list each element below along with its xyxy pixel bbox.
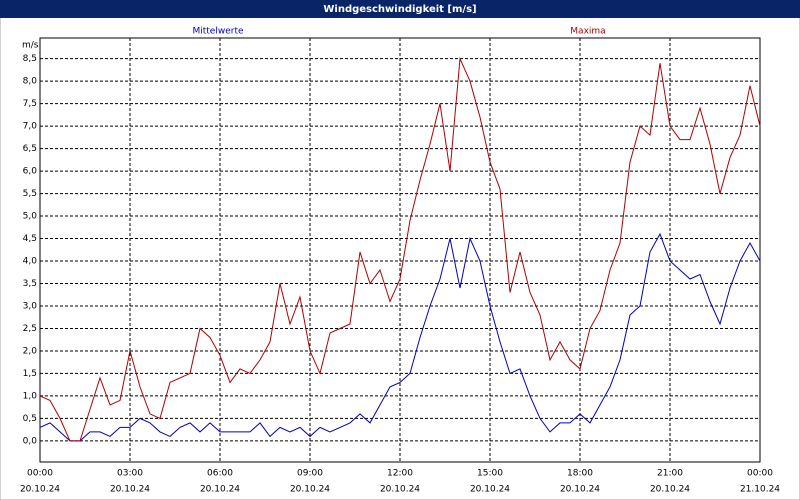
- x-tick-label: 00:00: [747, 469, 773, 479]
- x-tick-label: 12:00: [387, 469, 413, 479]
- x-tick-date: 20.10.24: [560, 485, 600, 495]
- legend-label: Mittelwerte: [192, 27, 243, 37]
- y-tick-label: 6,0: [23, 167, 38, 177]
- y-tick-label: 2,0: [23, 346, 38, 356]
- y-tick-label: 6,5: [23, 144, 37, 154]
- x-tick-date: 20.10.24: [110, 485, 150, 495]
- y-tick-label: 3,0: [23, 301, 38, 311]
- y-tick-label: 0,5: [23, 414, 37, 424]
- y-tick-label: 5,0: [23, 212, 38, 222]
- y-tick-label: 0,0: [23, 436, 38, 446]
- legend-label: Maxima: [570, 27, 605, 37]
- x-tick-label: 18:00: [567, 469, 593, 479]
- chart-title: Windgeschwindigkeit [m/s]: [323, 4, 476, 15]
- data-line: [39, 232, 761, 442]
- y-tick-label: 1,5: [23, 369, 37, 379]
- y-tick-label: 7,5: [23, 99, 37, 109]
- data-line: [39, 56, 761, 442]
- y-tick-label: 5,5: [23, 189, 37, 199]
- x-tick-label: 00:00: [27, 469, 53, 479]
- x-tick-date: 20.10.24: [470, 485, 510, 495]
- x-tick-date: 20.10.24: [380, 485, 420, 495]
- y-tick-label: 4,0: [23, 257, 38, 267]
- y-axis-label: m/s: [22, 41, 39, 51]
- x-tick-date: 20.10.24: [650, 485, 690, 495]
- y-tick-label: 1,0: [23, 391, 38, 401]
- y-tick-label: 8,0: [23, 77, 38, 87]
- x-tick-label: 15:00: [477, 469, 503, 479]
- y-tick-label: 2,5: [23, 324, 37, 334]
- x-tick-label: 21:00: [657, 469, 683, 479]
- x-tick-date: 20.10.24: [200, 485, 240, 495]
- x-tick-label: 06:00: [207, 469, 233, 479]
- y-tick-label: 4,5: [23, 234, 37, 244]
- x-tick-date: 20.10.24: [20, 485, 60, 495]
- x-tick-label: 09:00: [297, 469, 323, 479]
- y-tick-label: 7,0: [23, 122, 38, 132]
- title-bar: [0, 0, 800, 18]
- y-tick-label: 8,5: [23, 54, 37, 64]
- x-tick-label: 03:00: [117, 469, 143, 479]
- y-tick-label: 3,5: [23, 279, 37, 289]
- x-tick-date: 20.10.24: [290, 485, 330, 495]
- x-tick-date: 21.10.24: [740, 485, 780, 495]
